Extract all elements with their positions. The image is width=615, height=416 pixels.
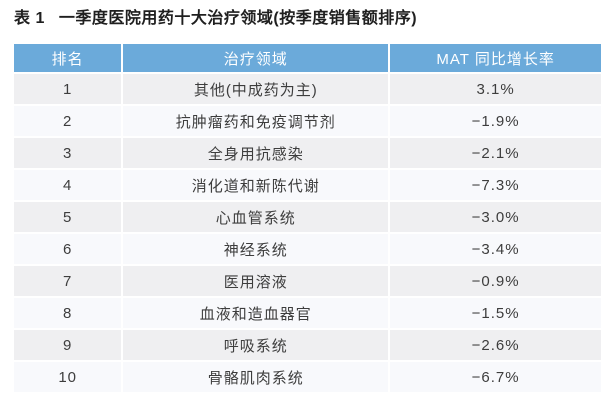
rank-cell: 1 [14, 74, 122, 104]
area-cell: 其他(中成药为主) [123, 74, 389, 104]
table-row: 5 心血管系统 −3.0% [14, 202, 601, 232]
rank-cell: 8 [14, 298, 122, 328]
table-row: 8 血液和造血器官 −1.5% [14, 298, 601, 328]
table-row: 2 抗肿瘤药和免疫调节剂 −1.9% [14, 106, 601, 136]
caption-text: 一季度医院用药十大治疗领域(按季度销售额排序) [58, 10, 418, 27]
growth-cell: 3.1% [390, 74, 601, 104]
area-cell: 抗肿瘤药和免疫调节剂 [123, 106, 389, 136]
growth-cell: −1.9% [390, 106, 601, 136]
header-row: 排名 治疗领域 MAT 同比增长率 [14, 44, 601, 72]
col-header-area: 治疗领域 [123, 44, 389, 72]
figure: 表 1 一季度医院用药十大治疗领域(按季度销售额排序) 排名 治疗领域 MAT 同… [12, 9, 603, 394]
area-cell: 医用溶液 [123, 266, 389, 296]
table-caption: 表 1 一季度医院用药十大治疗领域(按季度销售额排序) [14, 9, 603, 29]
growth-cell: −0.9% [390, 266, 601, 296]
rank-cell: 4 [14, 170, 122, 200]
area-cell: 呼吸系统 [123, 330, 389, 360]
growth-cell: −3.0% [390, 202, 601, 232]
table-row: 10 骨骼肌肉系统 −6.7% [14, 362, 601, 392]
table-row: 6 神经系统 −3.4% [14, 234, 601, 264]
table-row: 1 其他(中成药为主) 3.1% [14, 74, 601, 104]
rank-cell: 6 [14, 234, 122, 264]
caption-label: 表 1 [14, 10, 45, 27]
col-header-growth: MAT 同比增长率 [390, 44, 601, 72]
area-cell: 心血管系统 [123, 202, 389, 232]
data-table: 排名 治疗领域 MAT 同比增长率 1 其他(中成药为主) 3.1% 2 抗肿瘤药和免疫… [12, 42, 603, 394]
growth-cell: −6.7% [390, 362, 601, 392]
growth-cell: −1.5% [390, 298, 601, 328]
rank-cell: 7 [14, 266, 122, 296]
area-cell: 神经系统 [123, 234, 389, 264]
col-header-rank: 排名 [14, 44, 122, 72]
rank-cell: 10 [14, 362, 122, 392]
growth-cell: −2.6% [390, 330, 601, 360]
table-row: 9 呼吸系统 −2.6% [14, 330, 601, 360]
rank-cell: 3 [14, 138, 122, 168]
area-cell: 骨骼肌肉系统 [123, 362, 389, 392]
table-row: 4 消化道和新陈代谢 −7.3% [14, 170, 601, 200]
area-cell: 血液和造血器官 [123, 298, 389, 328]
rank-cell: 5 [14, 202, 122, 232]
growth-cell: −2.1% [390, 138, 601, 168]
area-cell: 全身用抗感染 [123, 138, 389, 168]
table-body: 1 其他(中成药为主) 3.1% 2 抗肿瘤药和免疫调节剂 −1.9% 3 全身用抗感染 −2.… [14, 74, 601, 392]
rank-cell: 9 [14, 330, 122, 360]
growth-cell: −7.3% [390, 170, 601, 200]
table-row: 3 全身用抗感染 −2.1% [14, 138, 601, 168]
growth-cell: −3.4% [390, 234, 601, 264]
area-cell: 消化道和新陈代谢 [123, 170, 389, 200]
table-row: 7 医用溶液 −0.9% [14, 266, 601, 296]
rank-cell: 2 [14, 106, 122, 136]
